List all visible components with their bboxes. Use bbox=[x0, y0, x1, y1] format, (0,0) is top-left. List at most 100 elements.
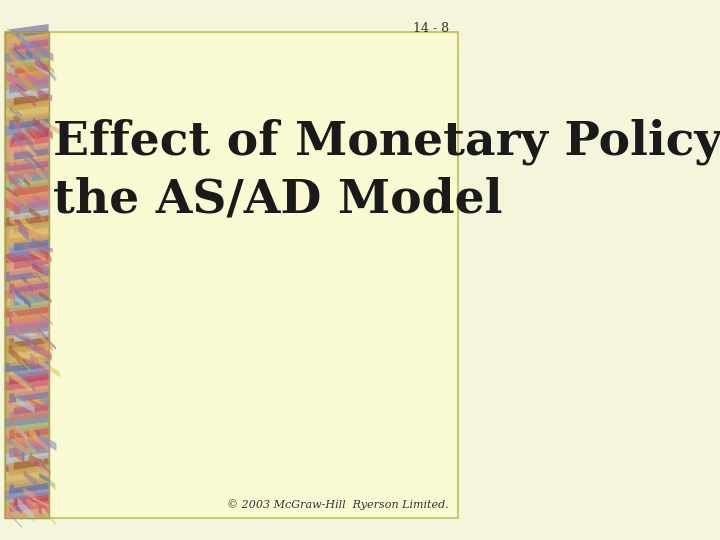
Polygon shape bbox=[13, 72, 19, 79]
Polygon shape bbox=[9, 242, 48, 257]
Polygon shape bbox=[35, 55, 41, 66]
Polygon shape bbox=[14, 72, 48, 87]
Polygon shape bbox=[4, 395, 48, 409]
Polygon shape bbox=[40, 214, 45, 222]
Polygon shape bbox=[27, 335, 40, 354]
Polygon shape bbox=[6, 437, 27, 455]
Polygon shape bbox=[36, 167, 47, 183]
Polygon shape bbox=[14, 116, 19, 124]
Polygon shape bbox=[15, 425, 27, 440]
Polygon shape bbox=[14, 55, 48, 69]
Polygon shape bbox=[40, 473, 50, 483]
Polygon shape bbox=[4, 158, 48, 172]
Polygon shape bbox=[14, 122, 21, 131]
Polygon shape bbox=[27, 97, 35, 106]
Polygon shape bbox=[9, 298, 48, 312]
Polygon shape bbox=[37, 431, 56, 451]
Polygon shape bbox=[32, 447, 44, 463]
Polygon shape bbox=[9, 133, 48, 148]
Polygon shape bbox=[9, 339, 25, 354]
Polygon shape bbox=[9, 97, 48, 111]
Polygon shape bbox=[38, 328, 56, 350]
Polygon shape bbox=[11, 56, 14, 65]
Polygon shape bbox=[9, 188, 48, 202]
Polygon shape bbox=[39, 505, 55, 525]
Polygon shape bbox=[9, 315, 48, 330]
Polygon shape bbox=[35, 461, 40, 467]
Polygon shape bbox=[4, 449, 48, 464]
Polygon shape bbox=[40, 118, 63, 137]
Polygon shape bbox=[4, 358, 48, 373]
Polygon shape bbox=[36, 468, 55, 490]
Polygon shape bbox=[35, 59, 46, 72]
Polygon shape bbox=[19, 224, 29, 240]
Polygon shape bbox=[4, 176, 48, 190]
Polygon shape bbox=[9, 334, 48, 348]
Polygon shape bbox=[4, 322, 48, 336]
Polygon shape bbox=[4, 249, 48, 263]
Polygon shape bbox=[22, 451, 24, 461]
Polygon shape bbox=[9, 370, 48, 384]
Polygon shape bbox=[14, 309, 48, 324]
Polygon shape bbox=[31, 343, 33, 348]
Polygon shape bbox=[14, 164, 48, 178]
Polygon shape bbox=[4, 267, 48, 281]
Polygon shape bbox=[9, 42, 48, 57]
Polygon shape bbox=[39, 505, 42, 515]
Polygon shape bbox=[19, 87, 36, 107]
Polygon shape bbox=[34, 64, 57, 80]
Polygon shape bbox=[32, 268, 49, 284]
Polygon shape bbox=[23, 276, 32, 288]
Polygon shape bbox=[4, 504, 48, 518]
Polygon shape bbox=[35, 271, 48, 288]
Text: Effect of Monetary Policy on
the AS/AD Model: Effect of Monetary Policy on the AS/AD M… bbox=[53, 119, 720, 222]
Polygon shape bbox=[35, 494, 49, 514]
Polygon shape bbox=[39, 393, 49, 407]
Polygon shape bbox=[9, 498, 48, 512]
Polygon shape bbox=[14, 273, 48, 287]
Polygon shape bbox=[24, 241, 32, 255]
Polygon shape bbox=[30, 341, 52, 361]
Polygon shape bbox=[5, 463, 9, 473]
Polygon shape bbox=[24, 156, 37, 172]
Polygon shape bbox=[38, 358, 60, 377]
Polygon shape bbox=[30, 248, 47, 259]
Polygon shape bbox=[5, 277, 15, 289]
Polygon shape bbox=[4, 103, 48, 117]
Polygon shape bbox=[14, 218, 48, 233]
Polygon shape bbox=[26, 498, 37, 511]
Polygon shape bbox=[10, 371, 32, 392]
Polygon shape bbox=[9, 480, 48, 494]
Polygon shape bbox=[24, 195, 28, 202]
Polygon shape bbox=[11, 215, 14, 225]
Bar bbox=[4, 32, 48, 518]
Polygon shape bbox=[4, 285, 48, 300]
Polygon shape bbox=[16, 505, 22, 515]
Polygon shape bbox=[14, 450, 24, 463]
Polygon shape bbox=[23, 488, 37, 501]
Polygon shape bbox=[35, 260, 49, 273]
Polygon shape bbox=[14, 401, 48, 415]
Polygon shape bbox=[39, 292, 51, 303]
Polygon shape bbox=[4, 413, 48, 427]
Polygon shape bbox=[29, 426, 37, 443]
Polygon shape bbox=[9, 170, 48, 184]
Polygon shape bbox=[9, 217, 17, 227]
Polygon shape bbox=[29, 154, 45, 172]
Polygon shape bbox=[4, 48, 48, 63]
Polygon shape bbox=[37, 242, 52, 263]
Polygon shape bbox=[19, 30, 28, 45]
Polygon shape bbox=[9, 253, 30, 264]
Polygon shape bbox=[19, 59, 43, 79]
Polygon shape bbox=[4, 340, 48, 354]
Polygon shape bbox=[19, 394, 34, 414]
Polygon shape bbox=[18, 74, 32, 90]
Polygon shape bbox=[7, 172, 23, 195]
Polygon shape bbox=[14, 364, 48, 379]
Polygon shape bbox=[12, 424, 22, 435]
Polygon shape bbox=[33, 87, 39, 99]
Polygon shape bbox=[8, 69, 14, 75]
Polygon shape bbox=[23, 298, 30, 307]
Polygon shape bbox=[38, 57, 55, 82]
Polygon shape bbox=[6, 500, 22, 521]
